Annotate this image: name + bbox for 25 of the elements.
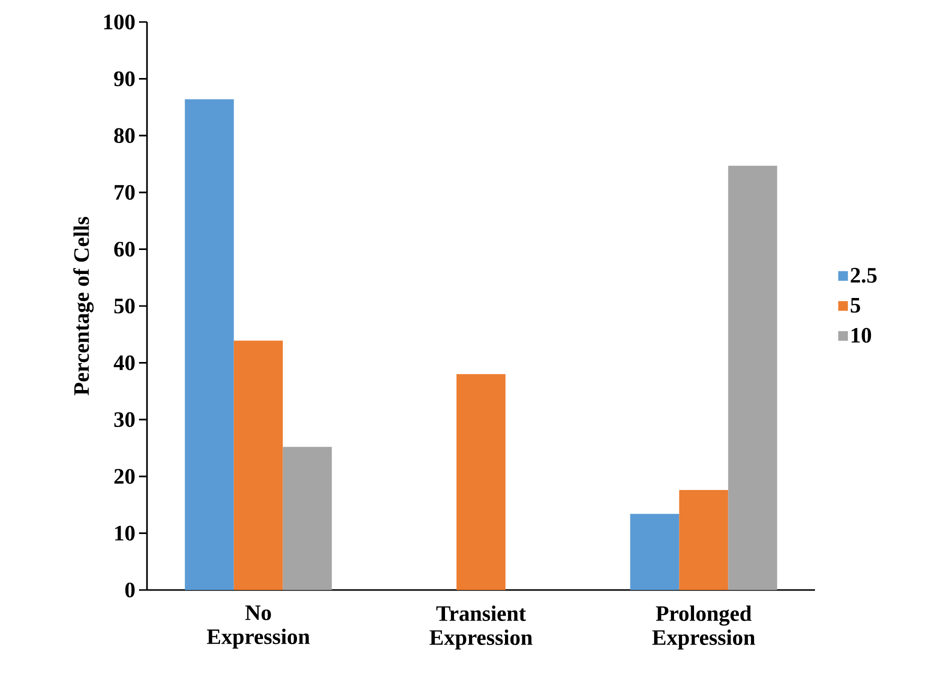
y-tick-label: 60 [114,242,135,257]
x-tick-label: Transient Expression [430,606,532,650]
x-tick-label: No Expression [206,606,310,649]
y-tick-label: 10 [115,526,135,541]
y-tick-label: 50 [114,298,135,314]
y-tick-label: 40 [114,355,135,370]
y-tick-label: 0 [125,582,135,598]
y-tick-label: 80 [114,128,135,144]
legend-label: 10 [852,328,872,343]
y-tick-label: 30 [114,412,135,428]
bar [630,514,680,590]
bar [234,340,283,590]
y-tick-label: 90 [114,71,135,86]
bar [728,166,778,590]
x-tick-label: Prolonged Expression [652,606,756,650]
bar [456,374,506,590]
legend-label: 5 [850,298,860,313]
y-tick-label: 100 [104,14,135,30]
bar [679,490,728,590]
y-tick-label: 20 [114,468,135,484]
y-axis-title: Percentage of Cells [73,216,94,396]
bar [282,446,332,590]
legend-label: 2.5 [850,268,877,283]
bar [184,99,234,590]
y-tick-label: 70 [114,184,135,200]
